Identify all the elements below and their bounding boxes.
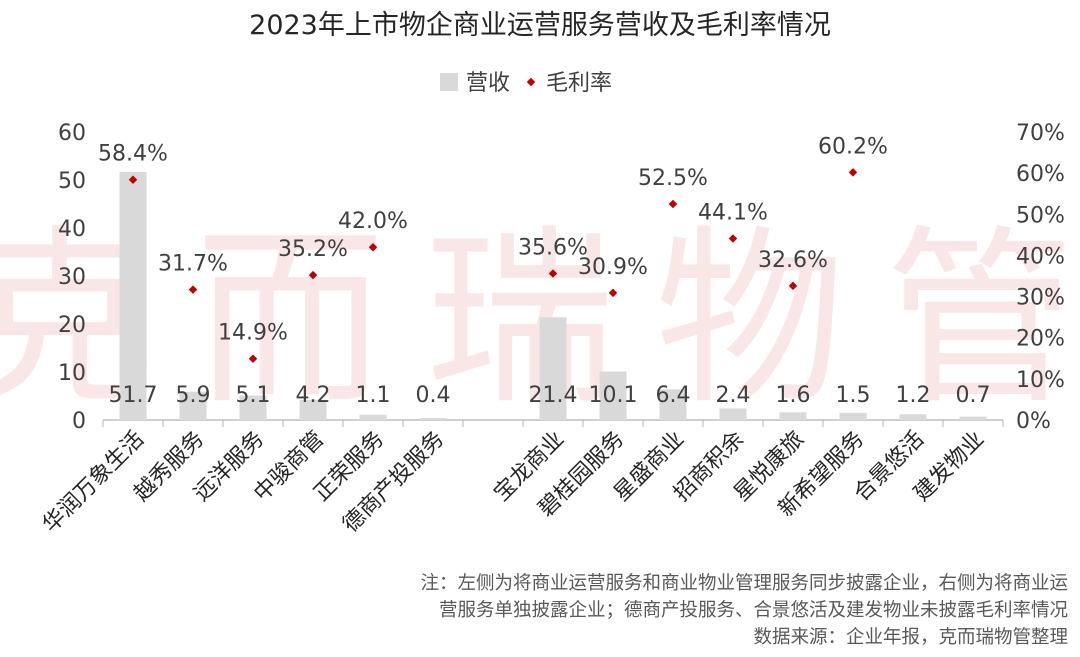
bar [119, 171, 147, 420]
bar [419, 418, 447, 420]
point-series: 58.4% 31.7% 14.9% 35.2% 42.0% 35.6%30.9% 52.5%… [98, 134, 888, 363]
chart-title: 2023年上市物企商业运营服务营收及毛利率情况 [249, 10, 831, 41]
bar-value-label: 0.7 [956, 383, 991, 408]
margin-value-label: 31.7% [158, 252, 228, 277]
bar [299, 399, 327, 420]
margin-value-label: 58.4% [98, 142, 168, 167]
source-line: 数据来源：企业年报，克而瑞物管整理 [753, 627, 1068, 648]
margin-value-label: 30.9% [578, 255, 648, 280]
margin-value-label: 60.2% [818, 134, 888, 159]
footnotes: 注：左侧为将商业运营服务和商业物业管理服务同步披露企业，右侧为将商业运 营服务单… [420, 573, 1068, 648]
bar-value-label: 1.2 [896, 383, 931, 408]
watermark: 克而瑞物管 [0, 209, 1080, 430]
y-right-tick-label: 30% [1016, 286, 1065, 311]
bar [539, 317, 567, 420]
bar-value-label: 1.6 [776, 383, 811, 408]
margin-value-label: 42.0% [338, 209, 408, 234]
bar-value-label: 10.1 [589, 383, 638, 408]
bar [899, 414, 927, 420]
legend-bar-label: 营收 [466, 71, 510, 96]
legend-point-marker [526, 77, 536, 87]
y-right-tick-label: 70% [1016, 121, 1065, 146]
legend-point-label: 毛利率 [546, 71, 612, 96]
margin-point [668, 199, 678, 209]
bar [839, 412, 867, 420]
margin-point [308, 270, 318, 280]
bar-value-label: 21.4 [529, 383, 578, 408]
bar-value-label: 1.5 [836, 383, 871, 408]
bar-series: 51.7 5.9 5.1 4.2 1.1 0.4 21.4 10.1 6.4 2.4 1.6 1.5 1… [109, 171, 991, 420]
y-right-tick-label: 10% [1016, 368, 1065, 393]
bar [959, 416, 987, 420]
y-right-tick-label: 50% [1016, 203, 1065, 228]
margin-point [368, 242, 378, 252]
margin-value-label: 35.6% [518, 236, 588, 261]
watermark-text: 克而瑞物管 [0, 209, 1080, 430]
margin-point [608, 288, 618, 298]
margin-value-label: 14.9% [218, 321, 288, 346]
bar [779, 412, 807, 420]
margin-point [548, 269, 558, 278]
margin-value-label: 44.1% [698, 201, 768, 226]
y-left-tick-label: 50 [58, 169, 86, 194]
legend-bar-swatch [440, 73, 458, 91]
bar-value-label: 5.1 [236, 383, 271, 408]
y-right-tick-label: 0% [1016, 409, 1051, 434]
margin-value-label: 35.2% [278, 237, 348, 262]
bar [359, 414, 387, 420]
note-line-1: 注：左侧为将商业运营服务和商业物业管理服务同步披露企业，右侧为将商业运 [420, 573, 1068, 594]
margin-value-label: 32.6% [758, 248, 828, 273]
legend: 营收 毛利率 [440, 71, 612, 96]
bar [599, 371, 627, 420]
bar [239, 395, 267, 420]
margin-point [128, 175, 138, 184]
bar-value-label: 51.7 [109, 383, 158, 408]
y-right-tick-label: 60% [1016, 162, 1065, 187]
bar-value-label: 5.9 [176, 383, 211, 408]
bar [659, 389, 687, 420]
y-left-tick-label: 0 [72, 409, 86, 434]
y-right-tick-label: 40% [1016, 244, 1065, 269]
bar-value-label: 4.2 [296, 383, 331, 408]
bar-value-label: 2.4 [716, 383, 751, 408]
margin-point [848, 168, 858, 177]
y-left-tick-label: 30 [58, 265, 86, 290]
x-category-label: 华润万象生活 [38, 427, 149, 538]
margin-point [188, 285, 198, 294]
y-left-tick-label: 20 [58, 313, 86, 338]
y-left-tick-label: 60 [58, 121, 86, 146]
margin-value-label: 52.5% [638, 166, 708, 191]
bar-value-label: 0.4 [416, 383, 451, 408]
bar-value-label: 6.4 [656, 383, 691, 408]
bar [719, 408, 747, 420]
margin-point [248, 354, 258, 363]
bar [179, 391, 207, 420]
y-left-tick-label: 10 [58, 361, 86, 386]
note-line-2: 营服务单独披露企业；德商产投服务、合景悠活及建发物业未披露毛利率情况 [439, 600, 1068, 621]
y-right-tick-label: 20% [1016, 327, 1065, 352]
y-left-tick-label: 40 [58, 217, 86, 242]
margin-point [788, 281, 798, 291]
bar-value-label: 1.1 [356, 383, 391, 408]
